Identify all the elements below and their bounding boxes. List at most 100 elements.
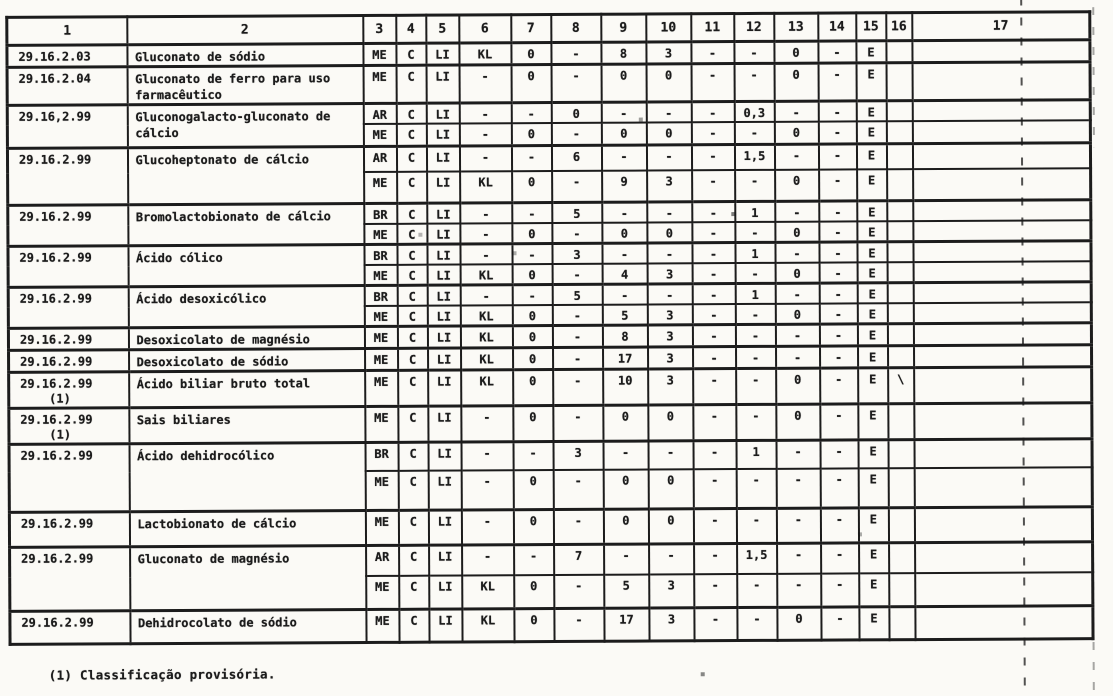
value-cell-col5: LI xyxy=(426,124,459,146)
value-cell-col5: LI xyxy=(428,442,461,470)
value-cell-col3: ME xyxy=(365,470,398,510)
value-cell-col11: - xyxy=(693,369,736,405)
value-cell-col3: BR xyxy=(364,285,397,306)
value-cell-col14: - xyxy=(818,41,856,63)
value-cell-col12: - xyxy=(737,607,777,640)
value-cell-col16 xyxy=(888,440,914,468)
value-cell-col9: 17 xyxy=(603,347,648,369)
column-header-7: 7 xyxy=(511,15,551,43)
value-cell-col8: - xyxy=(552,171,602,202)
value-cell-col9: 0 xyxy=(601,64,646,102)
value-cell-col11: - xyxy=(692,242,735,263)
value-cell-col14: - xyxy=(819,241,857,262)
value-cell-col13: 0 xyxy=(774,122,818,144)
value-cell-col13: 0 xyxy=(775,221,819,242)
value-cell-col14: - xyxy=(820,368,858,404)
value-cell-col12: 0,3 xyxy=(734,101,774,122)
value-cell-col9: - xyxy=(604,544,649,574)
value-cell-col4: C xyxy=(396,43,426,65)
value-cell-col8: 3 xyxy=(552,243,602,264)
value-cell-col3: ME xyxy=(364,172,397,203)
entry-name: Sais biliares xyxy=(129,407,365,444)
value-cell-col3: ME xyxy=(363,124,396,146)
entry-code: 29.16.2.99 (1) xyxy=(9,372,129,409)
entry-name: Gluconato de sódio xyxy=(127,44,363,67)
value-cell-col4: C xyxy=(399,545,429,575)
value-cell-col5: LI xyxy=(429,545,462,575)
value-cell-col11: - xyxy=(691,144,734,170)
value-cell-col16 xyxy=(887,303,913,324)
value-cell-col15: E xyxy=(858,404,888,440)
value-cell-col7: 0 xyxy=(514,609,554,642)
value-cell-col13: - xyxy=(775,201,819,222)
value-cell-col9: 0 xyxy=(603,405,648,441)
value-cell-col7: - xyxy=(511,103,551,124)
value-cell-col17 xyxy=(913,281,1091,302)
value-cell-col5: LI xyxy=(427,285,460,306)
value-cell-col4: C xyxy=(399,609,429,642)
value-cell-col4: C xyxy=(399,575,429,609)
value-cell-col12: - xyxy=(737,573,777,607)
value-cell-col9: - xyxy=(602,243,647,264)
value-cell-col7: - xyxy=(514,545,554,575)
value-cell-col3: ME xyxy=(363,43,396,65)
value-cell-col7: - xyxy=(512,202,552,223)
value-cell-col17 xyxy=(914,507,1092,543)
entry-code: 29.16.2.99 xyxy=(8,328,128,351)
value-cell-col17 xyxy=(912,62,1090,101)
value-cell-col4: C xyxy=(398,348,428,370)
value-cell-col17 xyxy=(912,142,1090,169)
value-cell-col15: E xyxy=(857,241,887,262)
value-cell-col8: - xyxy=(554,608,604,641)
value-cell-col8: - xyxy=(552,263,602,284)
column-header-11: 11 xyxy=(691,14,734,42)
column-header-8: 8 xyxy=(551,14,601,42)
value-cell-col15: E xyxy=(857,169,887,200)
value-cell-col13: - xyxy=(775,242,819,263)
value-cell-col4: C xyxy=(398,370,428,406)
value-cell-col8: - xyxy=(553,347,603,369)
value-cell-col3: AR xyxy=(363,146,396,172)
column-header-4: 4 xyxy=(396,15,426,43)
value-cell-col12: 1 xyxy=(735,283,775,304)
value-cell-col12: 1 xyxy=(735,242,775,263)
value-cell-col16 xyxy=(887,241,913,262)
entry-name: Gluconogalacto-gluconato de cálcio xyxy=(127,104,363,148)
value-cell-col12: - xyxy=(736,468,776,508)
value-cell-col6: KL xyxy=(459,43,511,65)
entry-name: Ácido desoxicólico xyxy=(128,285,364,328)
value-cell-col7: 0 xyxy=(512,326,552,348)
value-cell-col10: 0 xyxy=(646,122,691,144)
value-cell-col4: C xyxy=(396,103,426,124)
entry-code: 29.16.2.04 xyxy=(7,67,127,106)
value-cell-col5: LI xyxy=(427,326,460,348)
value-cell-col13: 0 xyxy=(776,404,820,440)
entry-code: 29.16.2.99 xyxy=(8,245,128,287)
entry-code: 29.16.2.99 xyxy=(9,444,129,513)
value-cell-col17 xyxy=(913,220,1091,241)
value-cell-col9: 0 xyxy=(603,469,648,509)
value-cell-col17 xyxy=(913,240,1091,261)
value-cell-col13: - xyxy=(776,508,820,543)
value-cell-col13: 0 xyxy=(776,368,820,404)
value-cell-col11: - xyxy=(691,42,734,64)
value-cell-col13: - xyxy=(775,283,819,304)
value-cell-col4: C xyxy=(397,172,427,203)
value-cell-col11: - xyxy=(693,347,736,369)
value-cell-col11: - xyxy=(694,574,737,608)
value-cell-col3: BR xyxy=(364,244,397,265)
value-cell-col4: C xyxy=(397,326,427,348)
value-cell-col6: KL xyxy=(461,348,513,370)
value-cell-col15: E xyxy=(859,573,889,607)
value-cell-col15: E xyxy=(859,543,889,573)
value-cell-col11: - xyxy=(691,102,734,123)
value-cell-col8: - xyxy=(553,405,603,441)
value-cell-col3: ME xyxy=(365,406,398,442)
value-cell-col9: - xyxy=(601,102,646,123)
column-header-10: 10 xyxy=(646,14,691,42)
value-cell-col8: - xyxy=(551,64,601,102)
value-cell-col7: 0 xyxy=(513,510,553,545)
